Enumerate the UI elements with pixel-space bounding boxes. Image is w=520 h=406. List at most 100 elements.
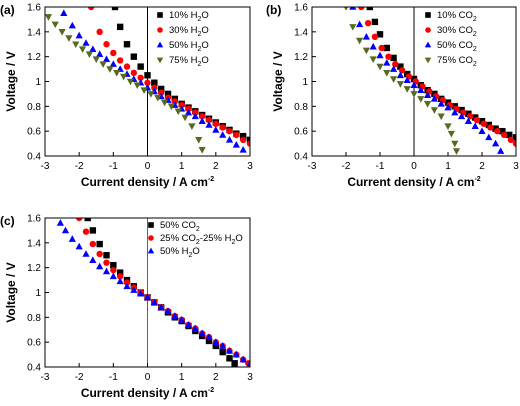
y-tick-label: 1.6 <box>27 214 41 225</box>
data-point <box>219 124 226 131</box>
y-tick-label: 1.6 <box>27 3 41 14</box>
data-point <box>164 90 172 98</box>
data-point <box>116 269 124 276</box>
data-point <box>219 131 227 138</box>
data-point <box>232 350 240 358</box>
data-point <box>72 41 80 49</box>
data-point <box>430 95 438 102</box>
data-point <box>366 7 373 11</box>
data-point <box>239 136 247 144</box>
data-point <box>109 272 117 280</box>
data-point <box>96 50 104 57</box>
x-axis-title: Current density / A cm-2 <box>347 175 480 189</box>
data-point <box>144 79 151 86</box>
data-point <box>150 298 158 306</box>
data-point <box>171 312 179 319</box>
data-point <box>473 116 481 124</box>
data-point <box>362 33 370 40</box>
data-point <box>184 108 193 116</box>
y-tick-label: 0.8 <box>27 313 41 324</box>
data-point <box>198 113 206 120</box>
legend-item: 25% CO2-25% H2O <box>148 233 243 246</box>
data-point <box>356 37 364 45</box>
data-point <box>56 219 64 226</box>
legend-marker <box>147 247 155 254</box>
data-point <box>96 28 103 36</box>
data-point <box>371 33 379 40</box>
data-point <box>390 65 398 72</box>
data-point <box>232 141 240 148</box>
data-point <box>385 53 392 60</box>
data-point <box>130 69 138 77</box>
data-point <box>130 286 138 293</box>
data-point <box>116 277 124 285</box>
data-point <box>84 218 91 222</box>
legend-item: 10% CO2 <box>425 10 477 23</box>
y-tick-label: 1.4 <box>294 27 308 38</box>
x-tick-label: 1 <box>445 161 451 172</box>
data-point <box>499 127 506 135</box>
data-point <box>497 147 505 154</box>
data-point <box>464 117 472 125</box>
chart-panel: (b) -3 -2 -1 0 1 2 3 0.4 0.6 0.8 1 1.2 1.4 1.6 Current … <box>266 3 519 190</box>
data-point <box>226 127 233 135</box>
data-point <box>358 7 365 11</box>
data-point <box>110 261 117 269</box>
data-point <box>225 136 234 143</box>
y-tick-label: 0.8 <box>294 102 308 113</box>
data-point <box>376 51 384 59</box>
data-point <box>65 35 73 42</box>
data-point <box>403 86 411 93</box>
legend-marker <box>157 12 163 18</box>
y-tick-label: 0.6 <box>294 127 308 138</box>
data-point <box>424 91 432 98</box>
data-point <box>99 61 107 68</box>
x-tick-label: 0 <box>145 161 151 172</box>
x-tick-label: 1 <box>179 372 185 383</box>
data-point <box>144 72 151 79</box>
data-point <box>376 31 384 38</box>
data-point <box>233 131 240 139</box>
legend-marker <box>424 41 432 48</box>
legend-label: 75% H2O <box>169 55 209 68</box>
x-tick-label: -3 <box>41 161 50 172</box>
data-point <box>198 146 206 154</box>
data-point <box>123 63 131 70</box>
data-point <box>188 123 196 130</box>
data-point <box>68 235 76 242</box>
data-point <box>78 46 87 54</box>
data-layer <box>343 7 516 155</box>
y-tick-label: 1.2 <box>294 52 308 63</box>
data-point <box>75 31 83 39</box>
data-point <box>116 23 124 31</box>
data-point <box>225 347 234 354</box>
x-tick-label: -3 <box>41 372 50 383</box>
data-point <box>471 122 479 129</box>
x-tick-label: -1 <box>109 161 118 172</box>
x-tick-label: -1 <box>109 372 118 383</box>
data-point <box>205 121 213 128</box>
x-tick-label: 3 <box>247 161 253 172</box>
x-tick-label: 2 <box>213 372 219 383</box>
data-point <box>390 76 398 83</box>
data-point <box>45 14 53 21</box>
data-point <box>205 333 213 340</box>
data-point <box>246 359 250 367</box>
data-point <box>164 307 172 314</box>
data-point <box>102 55 111 62</box>
data-point <box>143 293 152 301</box>
data-point <box>157 85 165 93</box>
legend-label: 50% H2O <box>169 40 209 53</box>
data-point <box>198 329 206 337</box>
data-point <box>191 112 199 120</box>
legend-marker <box>148 222 154 228</box>
data-point <box>485 133 493 141</box>
data-point <box>130 53 138 60</box>
data-point <box>371 18 379 26</box>
data-point <box>147 91 155 98</box>
data-point <box>96 262 104 270</box>
data-point <box>137 289 145 297</box>
data-point <box>212 338 220 345</box>
legend-label: 25% CO2-25% H2O <box>160 233 243 246</box>
